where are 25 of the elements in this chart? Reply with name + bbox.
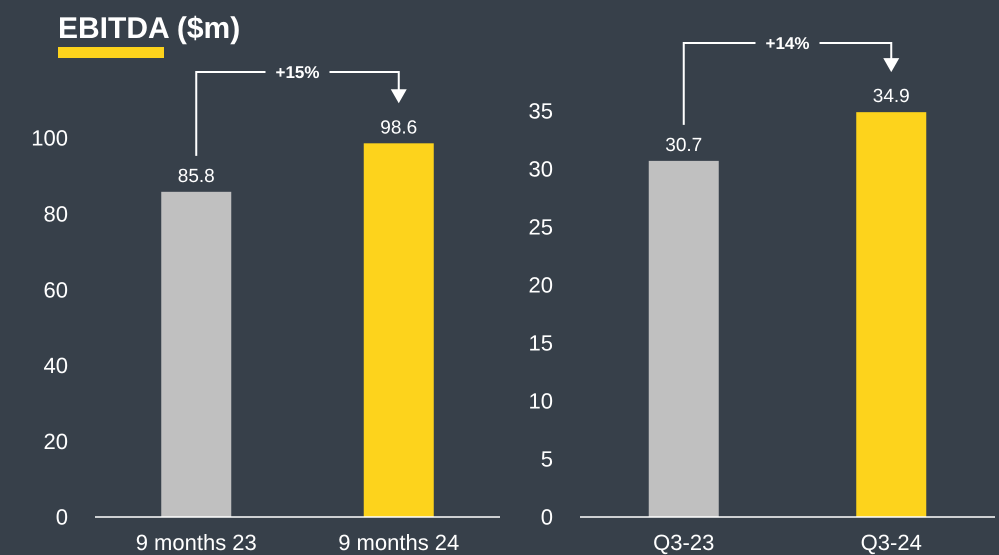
chart-title: EBITDA ($m) xyxy=(58,12,240,45)
y-tick-label: 20 xyxy=(528,272,553,298)
y-tick-label: 0 xyxy=(540,504,553,530)
data-label: 98.6 xyxy=(380,117,418,138)
data-label: 85.8 xyxy=(178,166,215,187)
data-label: 30.7 xyxy=(665,134,702,156)
y-tick-label: 5 xyxy=(540,446,553,472)
y-tick-label: 15 xyxy=(528,330,553,356)
y-tick-label: 30 xyxy=(528,156,553,182)
x-tick-label: 9 months 23 xyxy=(136,530,257,555)
x-tick-label: 9 months 24 xyxy=(338,530,460,555)
y-tick-label: 80 xyxy=(44,202,68,226)
y-tick-label: 20 xyxy=(44,428,68,454)
y-tick-label: 60 xyxy=(44,277,68,302)
y-tick-label: 35 xyxy=(528,98,553,124)
y-tick-label: 25 xyxy=(528,214,553,240)
data-label: 34.9 xyxy=(872,86,910,108)
text: +15% xyxy=(276,62,320,82)
y-tick-label: 10 xyxy=(528,388,553,414)
y-tick-label: 0 xyxy=(56,504,68,530)
x-tick-label: Q3-23 xyxy=(653,530,714,555)
x-tick-label: Q3-24 xyxy=(860,530,922,555)
y-tick-label: 40 xyxy=(44,353,68,378)
y-tick-label: 100 xyxy=(31,126,68,151)
text: +14% xyxy=(766,34,810,53)
